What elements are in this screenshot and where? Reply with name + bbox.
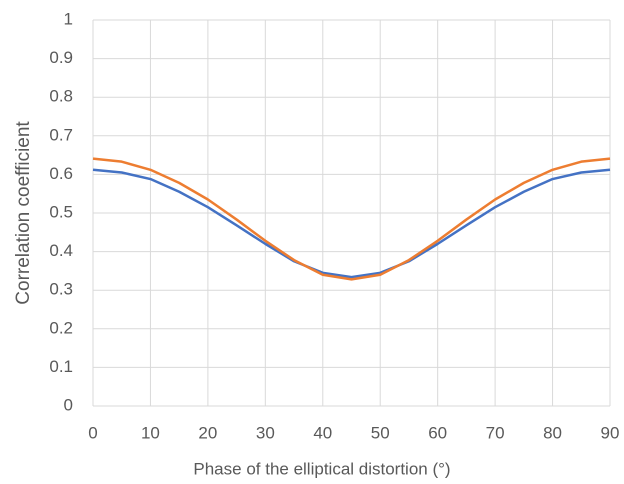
line-series [92, 168, 611, 279]
y-axis-label: Correlation coefficient [13, 121, 34, 305]
x-tick-label: 40 [313, 423, 332, 442]
y-tick-label: 0.2 [49, 318, 73, 337]
x-tick-label: 50 [371, 423, 390, 442]
y-tick-label: 0.5 [49, 202, 73, 221]
x-tick-label: 90 [601, 423, 620, 442]
x-tick-label: 20 [198, 423, 217, 442]
x-tick-label: 60 [428, 423, 447, 442]
y-tick-label: 0.7 [49, 125, 73, 144]
x-tick-label: 70 [486, 423, 505, 442]
y-tick-label: 0.3 [49, 280, 73, 299]
x-tick-label: 80 [543, 423, 562, 442]
y-tick-label: 0.9 [49, 48, 73, 67]
y-tick-label: 0.8 [49, 87, 73, 106]
x-tick-label: 0 [88, 423, 97, 442]
y-tick-label: 0.4 [49, 241, 73, 260]
x-tick-label: 10 [141, 423, 160, 442]
x-tick-label: 30 [256, 423, 275, 442]
y-tick-label: 0.6 [49, 164, 73, 183]
y-tick-label: 0.1 [49, 357, 73, 376]
line-series [92, 157, 611, 281]
x-axis-label: Phase of the elliptical distortion (°) [193, 459, 450, 478]
y-tick-label: 0 [64, 395, 73, 414]
y-tick-label: 1 [64, 9, 73, 28]
